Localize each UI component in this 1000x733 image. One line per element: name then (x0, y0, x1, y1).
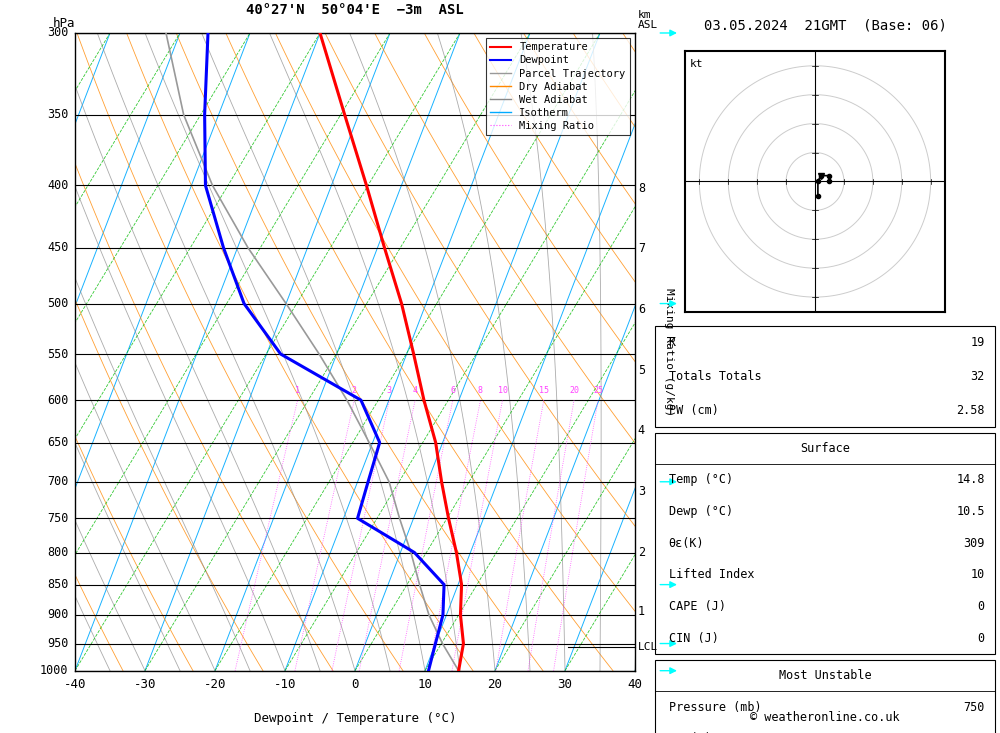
Text: 2: 2 (352, 386, 357, 395)
Text: 40°27'N  50°04'E  −3m  ASL: 40°27'N 50°04'E −3m ASL (246, 3, 464, 17)
Text: 03.05.2024  21GMT  (Base: 06): 03.05.2024 21GMT (Base: 06) (704, 18, 946, 32)
Text: LCL: LCL (638, 642, 658, 652)
Text: 10: 10 (971, 568, 985, 581)
Text: 1000: 1000 (40, 664, 68, 677)
Text: -30: -30 (134, 677, 156, 690)
Text: 10: 10 (498, 386, 508, 395)
Text: 5: 5 (638, 364, 645, 377)
Text: 0: 0 (351, 677, 359, 690)
Text: kt: kt (690, 59, 704, 69)
Legend: Temperature, Dewpoint, Parcel Trajectory, Dry Adiabat, Wet Adiabat, Isotherm, Mi: Temperature, Dewpoint, Parcel Trajectory… (486, 38, 630, 136)
Text: Dewpoint / Temperature (°C): Dewpoint / Temperature (°C) (254, 712, 456, 725)
Text: Totals Totals: Totals Totals (669, 370, 761, 383)
Text: 750: 750 (47, 512, 68, 525)
Bar (655, 326, 995, 427)
Text: 4: 4 (413, 386, 418, 395)
Text: 19: 19 (971, 336, 985, 350)
Text: 400: 400 (47, 179, 68, 192)
Text: 700: 700 (47, 475, 68, 488)
Text: hPa: hPa (53, 17, 75, 30)
Text: © weatheronline.co.uk: © weatheronline.co.uk (750, 711, 900, 724)
Text: km
ASL: km ASL (638, 10, 658, 30)
Text: 750: 750 (963, 701, 985, 714)
Text: Dewp (°C): Dewp (°C) (669, 505, 733, 518)
Text: 650: 650 (47, 436, 68, 449)
Bar (655, 432, 995, 654)
Text: 800: 800 (47, 546, 68, 559)
Text: Pressure (mb): Pressure (mb) (669, 701, 761, 714)
Text: 2: 2 (638, 546, 645, 559)
Text: PW (cm): PW (cm) (669, 404, 718, 416)
Text: 500: 500 (47, 297, 68, 310)
Text: 3: 3 (638, 485, 645, 498)
Text: 950: 950 (47, 637, 68, 650)
Text: CAPE (J): CAPE (J) (669, 600, 726, 613)
Text: 32: 32 (971, 370, 985, 383)
Text: 7: 7 (638, 243, 645, 255)
Text: -40: -40 (64, 677, 86, 690)
Text: 30: 30 (558, 677, 572, 690)
Text: Lifted Index: Lifted Index (669, 568, 754, 581)
Text: 20: 20 (488, 677, 503, 690)
Text: 309: 309 (963, 537, 985, 550)
Text: 850: 850 (47, 578, 68, 591)
Text: K: K (669, 336, 676, 350)
Text: -20: -20 (204, 677, 226, 690)
Text: Temp (°C): Temp (°C) (669, 474, 733, 487)
Text: 10: 10 (418, 677, 432, 690)
Text: 550: 550 (47, 347, 68, 361)
Text: -10: -10 (274, 677, 296, 690)
Text: 14.8: 14.8 (956, 474, 985, 487)
Text: 900: 900 (47, 608, 68, 622)
Text: 6: 6 (450, 386, 455, 395)
Bar (655, 660, 995, 733)
Text: θε(K): θε(K) (669, 537, 704, 550)
Text: 15: 15 (539, 386, 549, 395)
Text: 0: 0 (978, 632, 985, 644)
Text: 40: 40 (628, 677, 642, 690)
Text: Surface: Surface (800, 442, 850, 455)
Text: 8: 8 (638, 182, 645, 194)
Text: 20: 20 (569, 386, 579, 395)
Text: 25: 25 (593, 386, 603, 395)
Text: Mixing Ratio (g/kg): Mixing Ratio (g/kg) (664, 288, 674, 416)
Text: 6: 6 (638, 303, 645, 317)
Text: 1: 1 (295, 386, 300, 395)
Text: 2.58: 2.58 (956, 404, 985, 416)
Text: 600: 600 (47, 394, 68, 407)
Text: 1: 1 (638, 605, 645, 619)
Text: CIN (J): CIN (J) (669, 632, 718, 644)
Text: 0: 0 (978, 600, 985, 613)
Text: 10.5: 10.5 (956, 505, 985, 518)
Text: 300: 300 (47, 26, 68, 40)
Text: 3: 3 (387, 386, 392, 395)
Text: 350: 350 (47, 108, 68, 121)
Text: 4: 4 (638, 424, 645, 438)
Text: 450: 450 (47, 241, 68, 254)
Text: 8: 8 (478, 386, 483, 395)
Text: Most Unstable: Most Unstable (779, 669, 871, 682)
